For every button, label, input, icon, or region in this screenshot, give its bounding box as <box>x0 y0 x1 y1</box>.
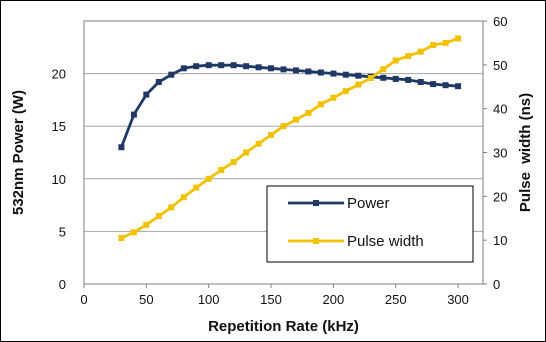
power-marker <box>293 67 299 74</box>
power-marker <box>155 79 162 85</box>
right-y-tick-label: 0 <box>493 277 500 292</box>
pulse-width-marker <box>405 53 412 60</box>
x-tick-label: 100 <box>198 292 220 307</box>
legend-box <box>266 185 474 263</box>
power-marker <box>305 68 312 75</box>
pulse-width-marker <box>367 75 374 81</box>
legend-power-label: Power <box>347 195 390 212</box>
pulse-width-marker <box>430 42 437 49</box>
left-y-tick-label: 15 <box>52 119 66 134</box>
pulse-width-marker <box>355 81 362 88</box>
power-marker <box>317 69 324 76</box>
pulse-width-marker <box>305 110 312 116</box>
left-y-tick-label: 0 <box>59 277 66 292</box>
pulse-width-marker <box>130 229 137 236</box>
power-marker <box>168 71 175 78</box>
pulse-width-marker <box>392 57 399 64</box>
power-marker <box>230 62 237 69</box>
pulse-width-marker <box>455 35 462 42</box>
pulse-width-marker <box>255 140 262 147</box>
left-y-tick-label: 5 <box>59 224 66 239</box>
pulse-width-line <box>120 37 459 240</box>
power-marker <box>180 65 187 72</box>
power-marker <box>218 62 225 69</box>
pulse-width-marker <box>293 116 299 123</box>
pulse-width-marker <box>317 101 324 108</box>
x-tick-label: 250 <box>385 292 407 307</box>
x-tick-label: 150 <box>260 292 282 307</box>
power-marker <box>255 64 262 71</box>
left-y-tick-label: 10 <box>52 172 66 187</box>
right-y-tick-label: 60 <box>493 14 507 29</box>
right-y-tick-label: 10 <box>493 233 507 248</box>
pulse-width-marker <box>380 66 387 73</box>
legend-power-swatch-marker <box>313 200 319 206</box>
power-marker <box>442 82 449 89</box>
power-marker <box>380 74 387 81</box>
power-marker <box>405 76 412 83</box>
power-marker <box>455 83 462 90</box>
power-marker <box>130 111 137 118</box>
left-y-axis-title: 532nm Power (W) <box>10 90 27 215</box>
pulse-width-series <box>118 35 462 241</box>
pulse-width-marker <box>180 194 187 201</box>
right-y-tick-label: 50 <box>493 58 507 73</box>
power-marker <box>430 81 437 88</box>
pulse-width-marker <box>280 123 287 130</box>
power-marker <box>330 70 337 77</box>
power-marker <box>342 71 349 78</box>
power-marker <box>193 63 200 70</box>
power-marker <box>118 144 125 151</box>
pulse-width-marker <box>193 184 200 191</box>
right-y-axis-title: Pulse width (ns) <box>517 93 534 212</box>
pulse-width-marker <box>155 213 162 220</box>
left-y-tick-label: 20 <box>52 67 66 82</box>
right-y-tick-label: 40 <box>493 102 507 117</box>
power-marker <box>205 62 212 69</box>
pulse-width-marker <box>143 221 150 228</box>
pulse-width-marker <box>118 235 125 241</box>
x-tick-label: 50 <box>139 292 153 307</box>
pulse-width-marker <box>342 88 349 95</box>
legend: Power Pulse width <box>266 185 474 263</box>
pulse-width-marker <box>330 94 337 101</box>
pulse-width-marker <box>218 167 225 173</box>
legend-pulse-width-label: Pulse width <box>347 233 424 250</box>
pulse-width-marker <box>168 204 175 211</box>
x-tick-label: 300 <box>447 292 469 307</box>
pulse-width-marker <box>268 132 274 138</box>
power-marker <box>268 65 274 72</box>
power-line <box>120 63 459 148</box>
series-layer <box>118 35 462 241</box>
power-marker <box>355 72 362 79</box>
pulse-width-marker <box>243 149 250 156</box>
x-axis-title: Repetition Rate (kHz) <box>208 318 359 335</box>
pulse-width-marker <box>442 39 449 46</box>
power-marker <box>280 66 287 73</box>
power-series <box>118 62 462 151</box>
power-marker <box>392 75 399 82</box>
power-marker <box>417 79 424 85</box>
x-tick-label: 0 <box>80 292 87 307</box>
x-tick-label: 200 <box>323 292 345 307</box>
pulse-width-marker <box>417 48 424 55</box>
power-marker <box>143 91 150 98</box>
right-y-tick-label: 30 <box>493 146 507 161</box>
power-marker <box>243 63 250 70</box>
legend-pulse-width-swatch-marker <box>313 238 319 244</box>
right-y-tick-label: 20 <box>493 189 507 204</box>
pulse-width-marker <box>205 175 212 182</box>
pulse-width-marker <box>230 159 237 166</box>
